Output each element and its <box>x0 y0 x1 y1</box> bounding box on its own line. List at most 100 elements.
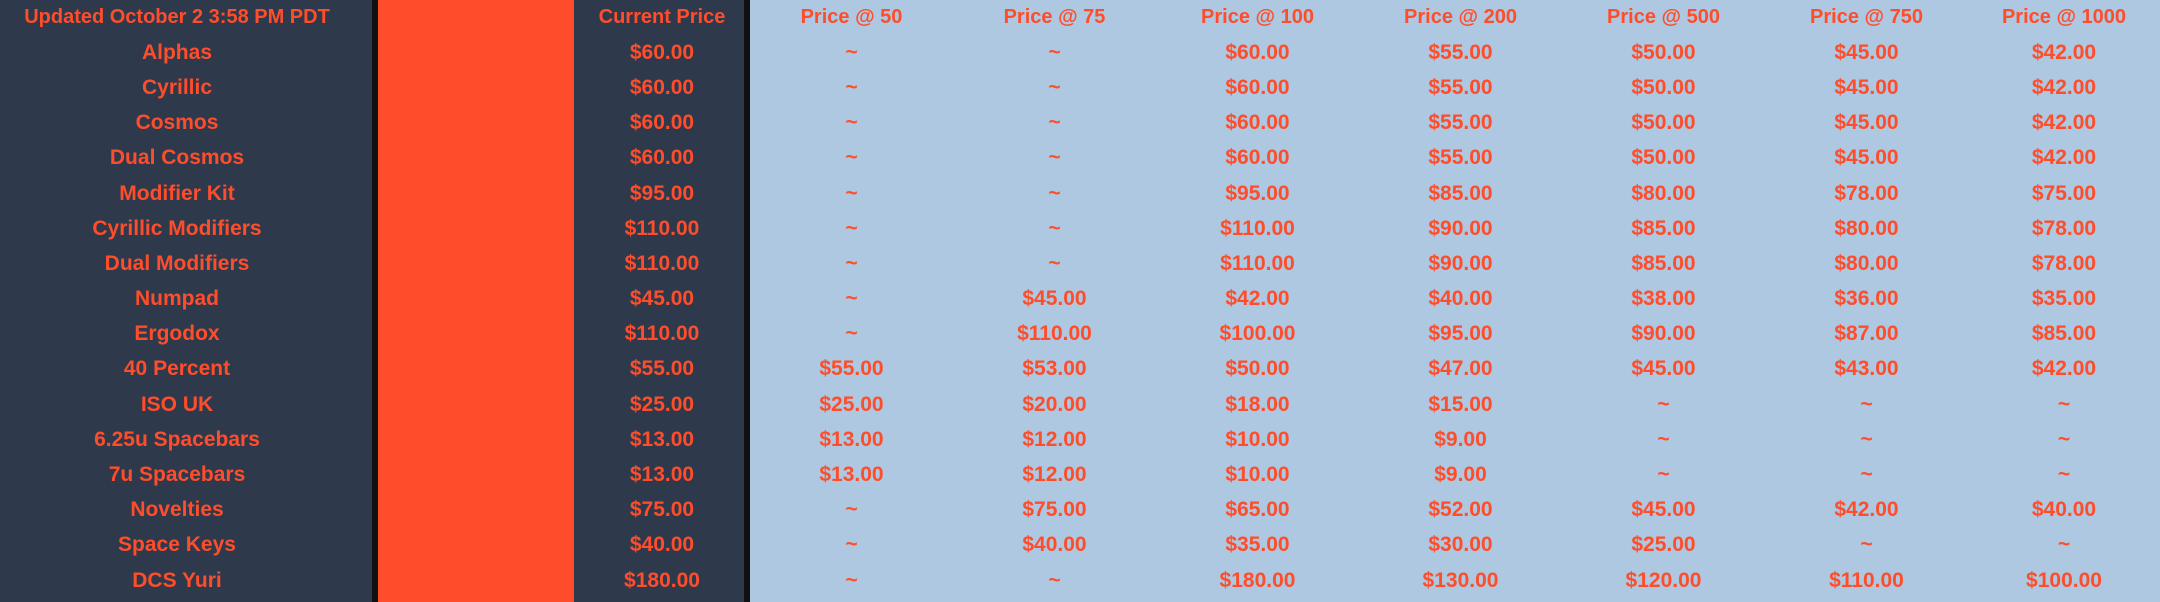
spacer-cell <box>354 493 378 528</box>
tier-price-value: $40.00 <box>1022 533 1087 557</box>
tier-price-value: $110.00 <box>1220 216 1295 240</box>
header-current-orders: Current Orders <box>404 6 548 29</box>
product-name: Modifier Kit <box>119 181 235 205</box>
product-name: DCS Yuri <box>132 568 222 592</box>
tier-price-value: $42.00 <box>1225 287 1290 311</box>
tier-price-value: $50.00 <box>1225 357 1290 381</box>
current-price-value: $45.00 <box>629 287 695 311</box>
orders-column-panel <box>378 0 574 602</box>
tier-price-value: $40.00 <box>2031 498 2097 522</box>
tier-price-value: $20.00 <box>1022 392 1087 416</box>
tier-price-value: $40.00 <box>1428 287 1493 311</box>
updated-timestamp: Updated October 2 3:58 PM PDT <box>24 6 330 29</box>
tier-price-value: $13.00 <box>819 427 884 451</box>
tier-price-value: $35.00 <box>2031 287 2097 311</box>
spacer-cell <box>354 352 378 387</box>
product-name: 40 Percent <box>123 357 231 381</box>
current-orders-value: 0 <box>470 287 482 311</box>
tier-price-value: ~ <box>845 181 858 205</box>
current-price-value: $110.00 <box>624 216 700 240</box>
tier-price-value: ~ <box>1860 463 1873 487</box>
tier-price-value: $130.00 <box>1422 568 1499 592</box>
tier-price-value: $55.00 <box>1428 75 1493 99</box>
product-name: Space Keys <box>118 533 236 557</box>
tier-price-value: $55.00 <box>1428 146 1493 170</box>
spacer-cell <box>354 246 378 281</box>
tier-columns-panel <box>750 0 2160 602</box>
current-price-value: $95.00 <box>629 181 695 205</box>
spacer-cell <box>354 317 378 352</box>
tier-price-value: ~ <box>1860 427 1873 451</box>
tier-price-value: ~ <box>845 75 858 99</box>
tier-price-value: $180.00 <box>1219 568 1296 592</box>
tier-price-value: ~ <box>845 533 858 557</box>
product-name: Cosmos <box>135 111 219 135</box>
tier-price-value: $42.00 <box>2031 146 2097 170</box>
tier-price-value: ~ <box>2057 533 2071 557</box>
tier-price-value: $43.00 <box>1834 357 1899 381</box>
tier-price-value: $47.00 <box>1428 357 1493 381</box>
tier-price-value: $60.00 <box>1225 75 1290 99</box>
tier-price-value: $78.00 <box>1834 181 1899 205</box>
tier-price-value: ~ <box>845 251 858 275</box>
current-price-value: $60.00 <box>629 146 695 170</box>
header-price-tier: Price @ 500 <box>1607 6 1720 29</box>
tier-price-value: ~ <box>845 111 858 135</box>
tier-price-value: $9.00 <box>1434 427 1487 451</box>
tier-price-value: $38.00 <box>1631 287 1696 311</box>
header-row: Updated October 2 3:58 PM PDT Current Or… <box>0 0 2160 35</box>
current-orders-value: 0 <box>470 533 482 557</box>
current-orders-value: 0 <box>470 427 482 451</box>
spacer-cell <box>354 282 378 317</box>
tier-price-value: ~ <box>1048 568 1061 592</box>
tier-price-value: $52.00 <box>1428 498 1493 522</box>
current-price-value: $60.00 <box>629 40 695 64</box>
tier-price-value: $42.00 <box>2031 357 2097 381</box>
tier-price-value: $12.00 <box>1022 427 1087 451</box>
tier-price-value: $85.00 <box>1428 181 1493 205</box>
price-column-panel <box>574 0 744 602</box>
tier-price-value: ~ <box>845 287 858 311</box>
tier-price-value: ~ <box>1048 75 1061 99</box>
current-orders-value: 0 <box>470 181 482 205</box>
product-name: Ergodox <box>134 322 220 346</box>
current-price-value: $55.00 <box>629 357 695 381</box>
tier-price-value: $90.00 <box>1428 216 1493 240</box>
spacer-cell <box>354 457 378 492</box>
current-orders-value: 0 <box>470 40 482 64</box>
tier-price-value: ~ <box>1657 427 1670 451</box>
spacer-cell <box>354 106 378 141</box>
tier-price-value: ~ <box>845 498 858 522</box>
tier-price-value: $50.00 <box>1631 40 1696 64</box>
tier-price-value: $45.00 <box>1631 498 1696 522</box>
tier-price-value: $45.00 <box>1834 111 1899 135</box>
tier-price-value: $100.00 <box>1219 322 1296 346</box>
tier-price-value: $100.00 <box>2026 568 2102 592</box>
tier-price-value: $90.00 <box>1428 251 1493 275</box>
tier-price-value: ~ <box>2057 427 2071 451</box>
column-divider <box>372 0 378 602</box>
tier-price-value: $50.00 <box>1631 111 1696 135</box>
table-row: Ergodox 0 $110.00 ~ $110.00 $100.00 $95.00 $90.… <box>0 317 2160 352</box>
spacer-cell <box>354 141 378 176</box>
product-name: Cyrillic Modifiers <box>92 216 262 240</box>
current-orders-value: 0 <box>470 463 482 487</box>
column-divider <box>744 0 750 602</box>
tier-price-value: ~ <box>845 216 858 240</box>
table-row: Dual Cosmos 0 $60.00 ~ ~ $60.00 $55.00 $50.00 $4… <box>0 141 2160 176</box>
tier-price-value: ~ <box>845 146 858 170</box>
tier-price-value: ~ <box>1048 111 1061 135</box>
table-row: Cosmos 0 $60.00 ~ ~ $60.00 $55.00 $50.00 $45.00 $… <box>0 106 2160 141</box>
table-row: 7u Spacebars 0 $13.00 $13.00 $12.00 $10.00 $9.… <box>0 457 2160 492</box>
table-row: Novelties 0 $75.00 ~ $75.00 $65.00 $52.00 $45.0… <box>0 493 2160 528</box>
tier-price-value: $10.00 <box>1225 463 1290 487</box>
tier-price-value: $60.00 <box>1225 111 1290 135</box>
product-name: Novelties <box>130 498 224 522</box>
tier-price-value: $50.00 <box>1631 146 1696 170</box>
tier-price-value: $78.00 <box>2031 216 2097 240</box>
tier-price-value: $110.00 <box>1829 568 1904 592</box>
table-row: Cyrillic 0 $60.00 ~ ~ $60.00 $55.00 $50.00 $45.0… <box>0 70 2160 105</box>
product-column-panel <box>0 0 372 602</box>
